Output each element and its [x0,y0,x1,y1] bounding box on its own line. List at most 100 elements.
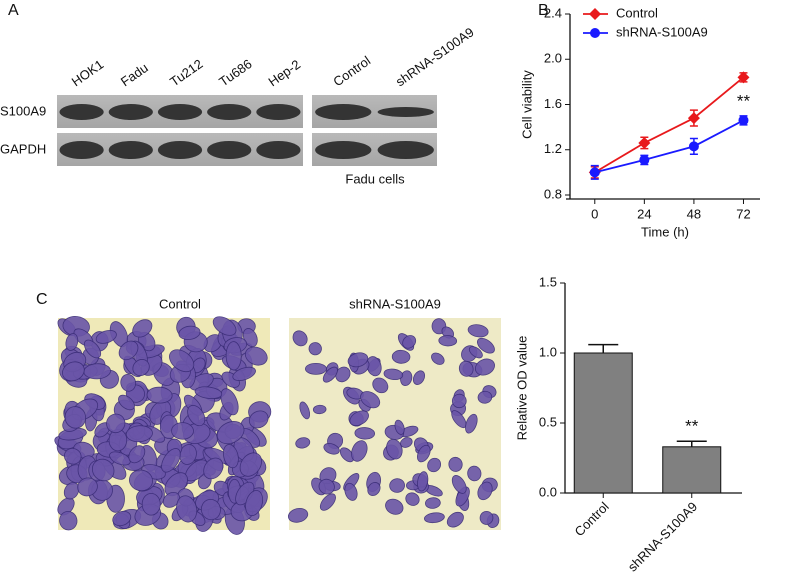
cell [319,493,336,511]
cell [95,329,117,344]
bar [573,352,633,494]
cell [323,443,340,455]
cell [216,421,245,445]
cell [200,498,221,521]
lane-label: Tu686 [216,56,254,89]
blot-band [207,104,252,120]
bar [662,446,722,494]
blot-band [377,107,434,117]
x-tick-label: 48 [687,206,701,221]
cell [427,457,442,473]
cell [146,386,173,404]
cell [176,495,198,523]
cell [385,498,404,515]
marker [687,112,700,125]
blot-band [207,141,252,159]
cell [344,482,358,501]
cell [248,410,269,429]
cell [312,404,327,415]
marker [638,136,651,149]
y-tick-label: 1.6 [544,96,562,111]
y-tick-label: 2.4 [544,5,562,20]
cell [83,339,102,359]
y-tick-label: 1.5 [539,274,557,289]
cell [412,370,426,385]
cell [292,330,308,347]
cell [386,438,403,460]
marker [738,115,749,126]
cell [129,469,153,492]
cell [169,349,195,373]
blot-band [108,141,153,159]
image-label: shRNA-S100A9 [349,296,441,311]
cell [245,490,264,517]
cell [141,492,161,516]
blot-band [59,141,104,159]
cell [132,359,150,377]
cell [349,410,369,426]
cell [132,319,153,338]
legend-marker [590,28,600,38]
cell [120,374,137,392]
y-tick-label: 0.5 [539,414,557,429]
image-label: Control [159,296,201,311]
cell [171,422,194,440]
cell [383,368,404,381]
blot-caption: Fadu cells [345,171,405,186]
cell [474,358,495,376]
panel-label: C [36,291,48,308]
series-line [594,76,745,174]
cell [178,325,201,340]
cell [299,401,311,420]
error-bar [588,343,619,353]
x-tick-label: Control [572,499,612,539]
lane-label: HOK1 [69,57,107,90]
cell [448,456,463,472]
cell [458,360,474,377]
cell [244,346,268,366]
axis [566,14,760,200]
cell [239,452,263,477]
cell [394,419,405,435]
cell [372,377,389,394]
cell [322,366,338,383]
cell [220,388,239,416]
row-label: S100A9 [0,103,46,118]
cell [451,393,467,409]
marker [737,71,750,84]
blot-band [59,104,104,120]
cell [417,471,429,492]
cell [451,475,467,494]
cell [77,477,98,497]
annotation: ** [685,417,699,436]
y-tick-label: 2.0 [544,51,562,66]
x-tick-label: 0 [591,206,598,221]
cell [304,362,327,375]
cell [438,335,458,347]
y-tick-label: 0.8 [544,186,562,201]
cell [118,340,139,361]
cell [212,316,237,336]
blot-band [377,141,434,159]
error-bar [676,440,707,447]
cell [118,394,135,411]
cell [65,333,79,351]
row-label: GAPDH [0,141,46,156]
blot-band [256,141,301,159]
cell [161,448,181,473]
cell [468,346,483,359]
x-tick-label: 24 [637,206,651,221]
cell [125,425,153,443]
cell [425,497,441,509]
panel-label: A [8,2,19,19]
lane-label: shRNA-S100A9 [393,24,477,89]
cell [91,458,115,482]
x-axis-label: Time (h) [641,224,689,239]
cell [106,413,126,434]
cell [451,410,467,429]
cell [405,492,420,506]
cell [64,406,87,429]
cell [424,512,445,524]
cell [318,478,335,495]
